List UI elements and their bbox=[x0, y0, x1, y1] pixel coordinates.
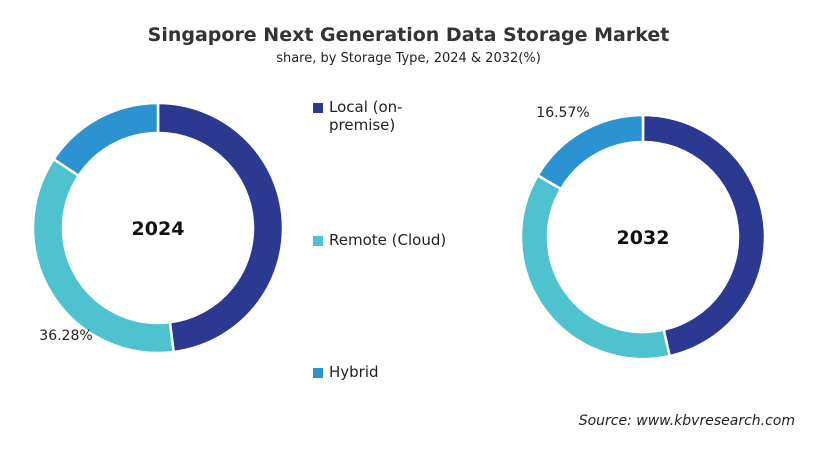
donut-slice-2032-2 bbox=[536, 113, 645, 191]
chart-subtitle: share, by Storage Type, 2024 & 2032(%) bbox=[276, 51, 541, 66]
chart-title: Singapore Next Generation Data Storage M… bbox=[147, 24, 670, 46]
legend-swatch-hybrid bbox=[313, 368, 323, 378]
donut-slice-2024-2 bbox=[51, 101, 160, 178]
legend-swatch-local bbox=[313, 103, 323, 113]
legend-label-remote: Remote (Cloud) bbox=[329, 231, 447, 249]
legend-item-local: Local (on-premise) bbox=[313, 98, 403, 134]
donut-center-label: 2024 bbox=[132, 218, 185, 240]
legend-label-local: Local (on-premise) bbox=[329, 98, 403, 134]
donut-slice-2032-1 bbox=[519, 173, 672, 361]
data-label: 16.57% bbox=[536, 105, 589, 121]
legend-label-line1: Local (on- bbox=[329, 98, 403, 116]
donut-slice-2024-1 bbox=[31, 157, 176, 355]
donut-center-label: 2032 bbox=[617, 227, 670, 249]
legend-item-remote: Remote (Cloud) bbox=[313, 231, 446, 249]
data-label: 36.28% bbox=[39, 328, 92, 344]
legend-label-line2: premise) bbox=[329, 116, 396, 134]
legend-swatch-remote bbox=[313, 236, 323, 246]
legend-item-hybrid: Hybrid bbox=[313, 363, 379, 381]
donut-slice-2024-0 bbox=[156, 101, 285, 354]
source-note: Source: www.kbvresearch.com bbox=[578, 413, 795, 429]
legend-label-hybrid: Hybrid bbox=[329, 363, 379, 381]
